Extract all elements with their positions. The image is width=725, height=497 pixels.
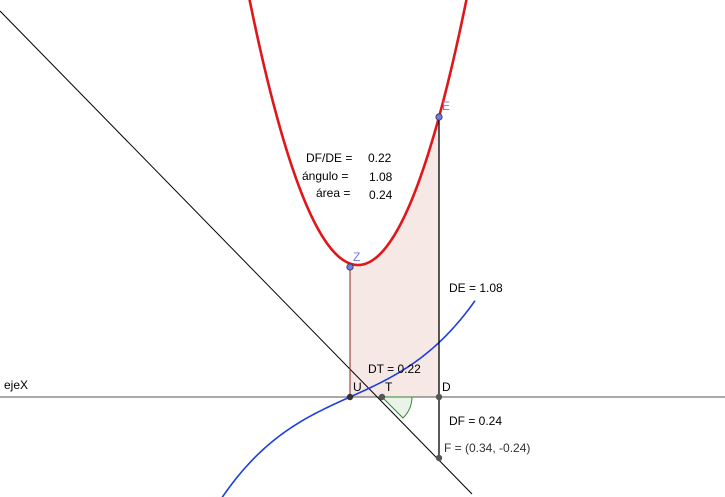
shaded-area-region	[350, 117, 439, 397]
readout-angle-value: 1.08	[369, 170, 393, 184]
label-de: DE = 1.08	[449, 281, 503, 295]
angle-arc	[380, 396, 413, 419]
label-point-u: U	[353, 380, 362, 394]
point-t[interactable]	[378, 393, 386, 401]
label-dt: DT = 0.22	[368, 362, 421, 376]
label-point-e: E	[442, 99, 450, 113]
label-point-f: F = (0.34, -0.24)	[444, 441, 530, 455]
label-point-d: D	[442, 380, 451, 394]
readout-area-label: área =	[316, 186, 350, 200]
readout-ratio-value: 0.22	[368, 151, 392, 165]
readout-area-value: 0.24	[369, 188, 393, 202]
readout-ratio-label: DF/DE =	[306, 151, 352, 165]
point-z[interactable]	[346, 263, 354, 271]
point-e[interactable]	[435, 113, 443, 121]
point-f[interactable]	[435, 454, 443, 462]
parabola-curve[interactable]	[228, 0, 470, 267]
label-point-z: Z	[353, 250, 360, 264]
readout-angle-label: ángulo =	[302, 169, 348, 183]
label-axis: ejeX	[4, 378, 28, 392]
point-d[interactable]	[435, 393, 443, 401]
point-u[interactable]	[346, 393, 354, 401]
tangent-line[interactable]	[0, 10, 473, 495]
label-df: DF = 0.24	[449, 414, 502, 428]
label-point-t: T	[385, 380, 393, 394]
